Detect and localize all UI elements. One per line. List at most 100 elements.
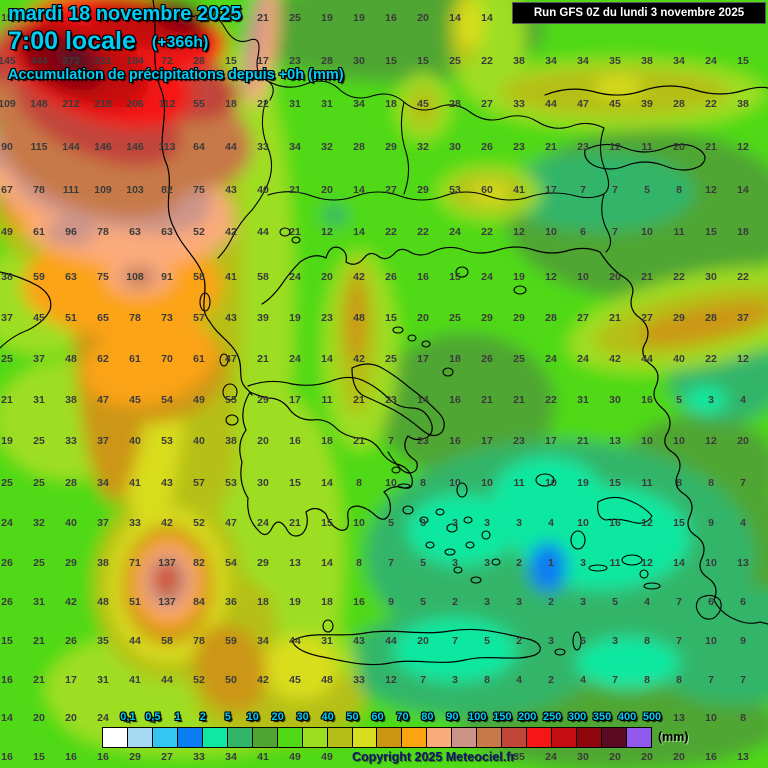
precip-value: 33 — [353, 674, 365, 686]
precip-value: 21 — [289, 517, 301, 529]
precip-value: 29 — [481, 312, 493, 324]
precip-value: 23 — [289, 55, 301, 67]
precip-value: 59 — [225, 635, 237, 647]
precip-value: 38 — [1, 271, 13, 283]
precip-value: 34 — [289, 141, 301, 153]
precip-value: 11 — [641, 141, 653, 153]
precip-value: 29 — [417, 184, 429, 196]
legend-label: 0,1 — [120, 711, 136, 723]
precip-value: 19 — [513, 271, 525, 283]
precip-value: 144 — [62, 141, 80, 153]
legend-color-swatch — [451, 727, 478, 748]
legend-label: 60 — [371, 711, 384, 723]
precip-value: 23 — [321, 312, 333, 324]
precip-value: 8 — [676, 674, 682, 686]
precip-value: 16 — [65, 751, 77, 763]
legend-color-swatch — [351, 727, 378, 748]
precip-value: 15 — [385, 312, 397, 324]
precip-value: 60 — [481, 184, 493, 196]
precip-value: 45 — [609, 98, 621, 110]
legend-label: 350 — [592, 711, 612, 723]
precip-value: 22 — [385, 226, 397, 238]
precip-value: 19 — [321, 12, 333, 24]
precip-value: 36 — [225, 596, 237, 608]
precip-value: 16 — [353, 596, 365, 608]
precip-value: 18 — [225, 98, 237, 110]
precip-value: 14 — [449, 12, 461, 24]
precip-value: 11 — [513, 477, 525, 489]
precip-value: 7 — [708, 674, 714, 686]
precip-value: 47 — [577, 98, 589, 110]
precip-value: 14 — [1, 712, 13, 724]
precip-value: 12 — [641, 557, 653, 569]
precip-value: 5 — [612, 596, 618, 608]
precip-value: 7 — [612, 674, 618, 686]
precip-value: 31 — [321, 98, 333, 110]
precip-value: 20 — [417, 12, 429, 24]
legend-label: 20 — [271, 711, 284, 723]
precip-value: 12 — [609, 141, 621, 153]
precip-value: 72 — [161, 55, 173, 67]
precip-value: 6 — [708, 596, 714, 608]
precip-value: 42 — [353, 353, 365, 365]
precip-value: 21 — [545, 141, 557, 153]
precip-value: 5 — [388, 517, 394, 529]
precip-value: 45 — [33, 312, 45, 324]
precip-value: 21 — [577, 435, 589, 447]
precip-value: 24 — [545, 751, 557, 763]
precip-value: 78 — [97, 226, 109, 238]
precip-value: 70 — [161, 353, 173, 365]
precip-value: 25 — [33, 557, 45, 569]
precip-value: 24 — [577, 353, 589, 365]
precip-value: 7 — [388, 557, 394, 569]
precip-value: 24 — [289, 353, 301, 365]
precip-value: 45 — [289, 674, 301, 686]
precip-value: 26 — [1, 557, 13, 569]
precip-value: 10 — [577, 271, 589, 283]
islands — [199, 227, 722, 656]
precip-value: 34 — [353, 98, 365, 110]
legend-label: 1 — [174, 711, 181, 723]
precip-value: 24 — [481, 271, 493, 283]
precip-value: 26 — [481, 141, 493, 153]
precip-value: 10 — [673, 435, 685, 447]
precip-value: 35 — [609, 55, 621, 67]
precip-value: 42 — [225, 226, 237, 238]
precip-value: 28 — [545, 312, 557, 324]
precip-value: 112 — [158, 98, 176, 110]
precip-value: 41 — [129, 674, 141, 686]
precip-value: 44 — [385, 635, 397, 647]
precip-value: 47 — [97, 394, 109, 406]
precip-value: 12 — [385, 674, 397, 686]
precip-value: 53 — [449, 184, 461, 196]
legend-color-swatch — [151, 727, 178, 748]
precip-value: 16 — [385, 12, 397, 24]
copyright-text: Copyright 2025 Meteociel.fr — [352, 750, 516, 764]
precip-value: 8 — [644, 635, 650, 647]
precip-value: 27 — [641, 312, 653, 324]
precip-value: 10 — [353, 517, 365, 529]
precip-value: 25 — [385, 353, 397, 365]
precip-value: 75 — [97, 271, 109, 283]
precip-value: 28 — [705, 312, 717, 324]
precip-value: 20 — [65, 712, 77, 724]
precip-value: 26 — [65, 635, 77, 647]
precip-value: 39 — [641, 98, 653, 110]
precip-value: 25 — [449, 55, 461, 67]
precip-value: 29 — [513, 312, 525, 324]
precip-value: 17 — [289, 394, 301, 406]
precip-value: 22 — [545, 394, 557, 406]
precip-value: 42 — [161, 517, 173, 529]
legend-color-swatch — [102, 727, 128, 748]
precip-value: 44 — [641, 353, 653, 365]
precip-value: 17 — [545, 184, 557, 196]
precip-value: 7 — [676, 635, 682, 647]
precip-value: 65 — [97, 312, 109, 324]
precip-value: 54 — [161, 394, 173, 406]
precip-value: 64 — [193, 141, 205, 153]
precip-value: 16 — [449, 435, 461, 447]
precip-value: 23 — [577, 141, 589, 153]
precip-value: 10 — [449, 477, 461, 489]
legend-color-swatch — [476, 727, 503, 748]
